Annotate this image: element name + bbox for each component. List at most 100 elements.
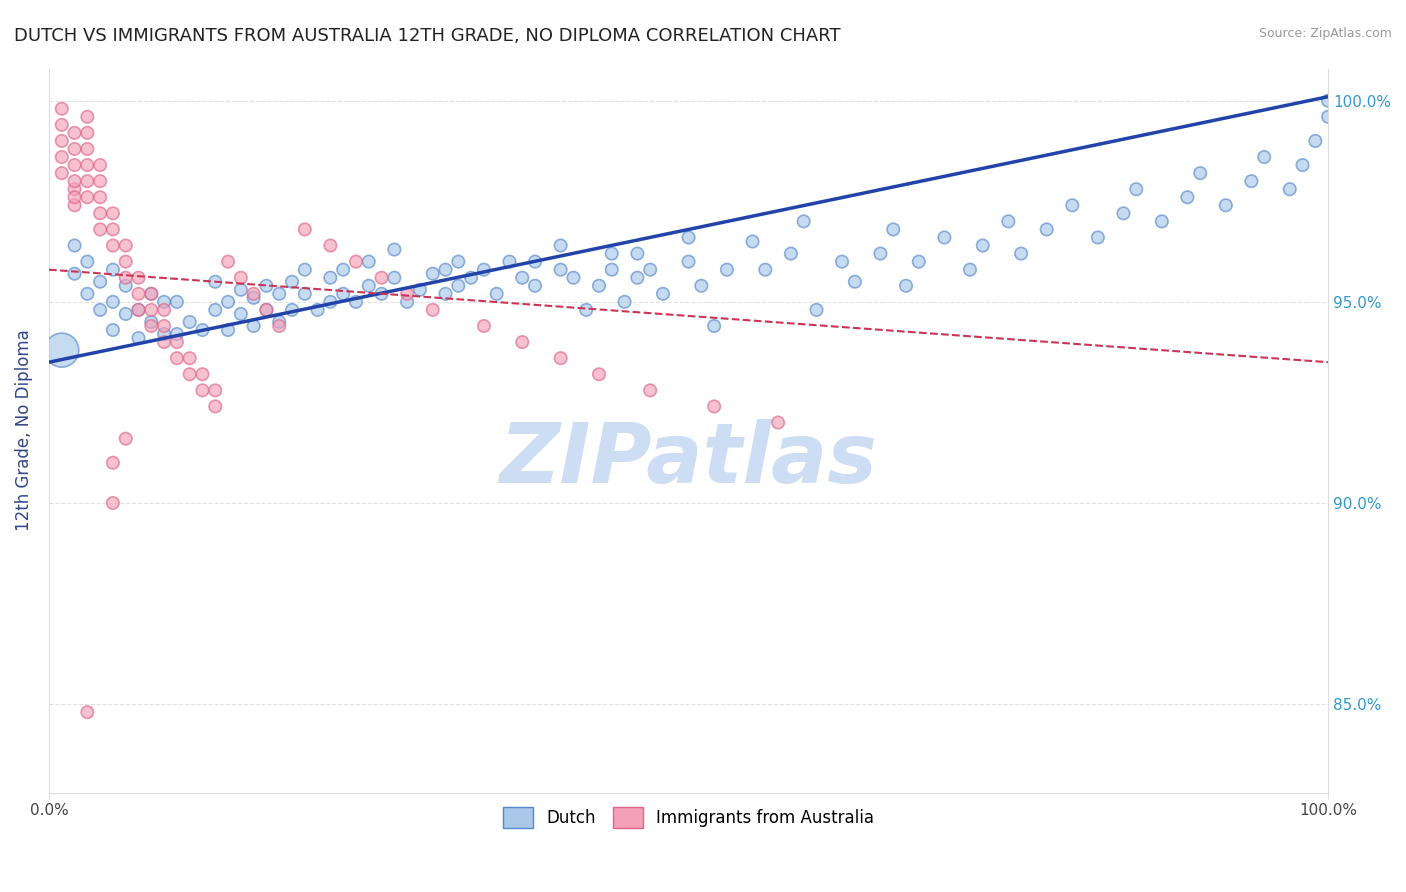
Point: [229, 307, 252, 321]
Point: [254, 302, 277, 317]
Point: [716, 262, 738, 277]
Point: [76, 126, 98, 140]
Point: [101, 456, 124, 470]
Point: [806, 302, 828, 317]
Point: [101, 222, 124, 236]
Point: [550, 262, 572, 277]
Point: [434, 262, 457, 277]
Point: [281, 302, 304, 317]
Point: [76, 110, 98, 124]
Point: [153, 294, 176, 309]
Point: [626, 246, 648, 260]
Point: [166, 294, 188, 309]
Point: [422, 302, 444, 317]
Point: [76, 190, 98, 204]
Point: [153, 326, 176, 341]
Point: [153, 302, 176, 317]
Point: [447, 278, 470, 293]
Point: [1189, 166, 1212, 180]
Y-axis label: 12th Grade, No Diploma: 12th Grade, No Diploma: [15, 330, 32, 532]
Point: [1253, 150, 1275, 164]
Text: Source: ZipAtlas.com: Source: ZipAtlas.com: [1258, 27, 1392, 40]
Point: [128, 302, 150, 317]
Point: [460, 270, 482, 285]
Point: [89, 174, 111, 188]
Point: [472, 262, 495, 277]
Point: [638, 384, 661, 398]
Point: [638, 262, 661, 277]
Point: [128, 286, 150, 301]
Point: [562, 270, 585, 285]
Point: [754, 262, 776, 277]
Point: [741, 235, 763, 249]
Point: [1291, 158, 1313, 172]
Point: [307, 302, 329, 317]
Point: [269, 286, 291, 301]
Point: [191, 323, 214, 337]
Point: [294, 262, 316, 277]
Point: [128, 302, 150, 317]
Point: [510, 270, 533, 285]
Point: [51, 343, 73, 358]
Point: [524, 278, 547, 293]
Point: [101, 262, 124, 277]
Point: [831, 254, 853, 268]
Point: [1278, 182, 1301, 196]
Point: [550, 351, 572, 366]
Point: [1125, 182, 1147, 196]
Point: [588, 368, 610, 382]
Point: [319, 238, 342, 252]
Point: [204, 384, 226, 398]
Point: [63, 174, 86, 188]
Point: [114, 432, 136, 446]
Point: [575, 302, 598, 317]
Point: [101, 238, 124, 252]
Point: [229, 283, 252, 297]
Point: [934, 230, 956, 244]
Point: [332, 262, 354, 277]
Point: [89, 222, 111, 236]
Point: [191, 384, 214, 398]
Point: [63, 198, 86, 212]
Point: [1305, 134, 1327, 148]
Point: [89, 206, 111, 220]
Point: [1035, 222, 1057, 236]
Point: [242, 291, 264, 305]
Point: [396, 294, 419, 309]
Point: [1010, 246, 1032, 260]
Point: [51, 118, 73, 132]
Point: [370, 286, 392, 301]
Point: [63, 126, 86, 140]
Point: [141, 286, 163, 301]
Point: [204, 302, 226, 317]
Point: [254, 278, 277, 293]
Point: [869, 246, 891, 260]
Point: [51, 150, 73, 164]
Point: [678, 254, 700, 268]
Point: [76, 142, 98, 156]
Point: [678, 230, 700, 244]
Point: [114, 307, 136, 321]
Point: [357, 254, 380, 268]
Point: [63, 158, 86, 172]
Point: [319, 294, 342, 309]
Point: [51, 102, 73, 116]
Point: [294, 286, 316, 301]
Point: [229, 270, 252, 285]
Point: [1062, 198, 1084, 212]
Point: [690, 278, 713, 293]
Point: [166, 334, 188, 349]
Point: [89, 275, 111, 289]
Point: [191, 368, 214, 382]
Point: [588, 278, 610, 293]
Point: [114, 254, 136, 268]
Point: [166, 326, 188, 341]
Point: [114, 238, 136, 252]
Point: [600, 246, 623, 260]
Point: [472, 318, 495, 333]
Point: [703, 318, 725, 333]
Point: [63, 238, 86, 252]
Point: [166, 351, 188, 366]
Point: [332, 286, 354, 301]
Point: [51, 166, 73, 180]
